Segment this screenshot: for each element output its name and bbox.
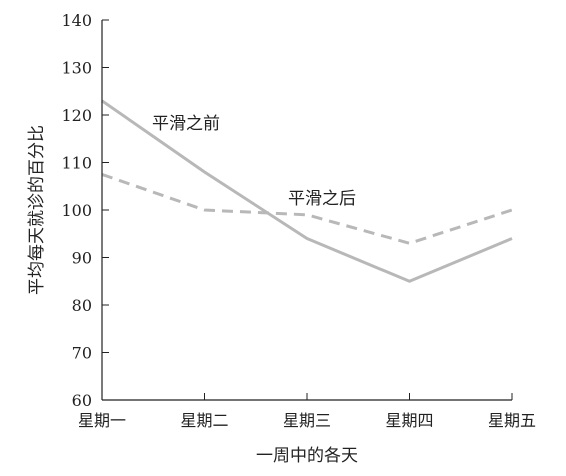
x-tick-label: 星期四	[385, 411, 433, 430]
y-axis-ticks: 60 70 80 90 100 110 120 130 140	[61, 11, 109, 410]
y-axis-title: 平均每天就诊的百分比	[27, 125, 47, 295]
x-axis-title: 一周中的各天	[256, 446, 358, 466]
y-tick-label: 60	[72, 391, 92, 410]
series-label-after: 平滑之后	[288, 189, 356, 209]
x-tick-label: 星期一	[78, 411, 126, 430]
y-tick-label: 70	[72, 344, 92, 363]
y-tick-label: 130	[61, 59, 92, 78]
x-tick-label: 星期二	[180, 411, 228, 430]
y-tick-label: 100	[61, 201, 92, 220]
y-tick-label: 80	[72, 296, 92, 315]
x-tick-label: 星期三	[283, 411, 331, 430]
series-layer	[101, 99, 513, 283]
series-label-before: 平滑之前	[152, 114, 220, 134]
y-tick-label: 120	[61, 106, 92, 125]
y-tick-label: 140	[61, 11, 92, 30]
series-line-after-smoothing	[101, 172, 513, 245]
y-tick-label: 90	[72, 249, 92, 268]
y-tick-label: 110	[61, 154, 92, 173]
x-axis-ticks: 星期一 星期二 星期三 星期四 星期五	[78, 393, 536, 430]
series-line-before-smoothing	[101, 99, 513, 283]
x-tick-label: 星期五	[488, 411, 536, 430]
